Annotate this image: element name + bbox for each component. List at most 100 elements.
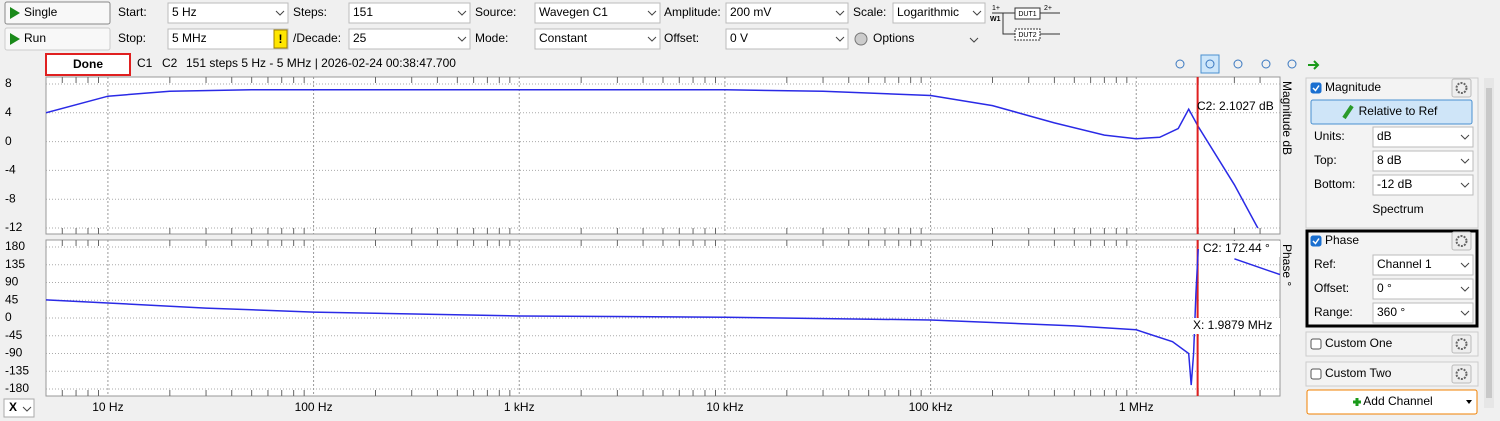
x-selector[interactable] <box>3 398 35 418</box>
toolbar-icon[interactable] <box>1200 54 1220 74</box>
range-field-value: 360 ° <box>1377 305 1405 319</box>
gear-button[interactable] <box>1451 364 1472 384</box>
source-label: Source: <box>475 5 516 19</box>
offset-field-value: 0 ° <box>1377 281 1392 295</box>
custom_one-label: Custom One <box>1325 336 1393 350</box>
warning-icon <box>273 29 288 49</box>
top-field-value: 8 dB <box>1377 153 1402 167</box>
diagram-text: DUT2 <box>1018 32 1036 39</box>
cursor-readout: X: 1.9879 MHz <box>1193 318 1272 332</box>
readout-bg <box>1190 318 1280 334</box>
plot-area <box>45 239 1281 397</box>
diagram-box <box>1014 7 1041 20</box>
y-axis-label: Phase ° <box>1280 244 1294 286</box>
y-tick-label: -180 <box>5 381 29 395</box>
x-tick-label: 100 Hz <box>295 400 333 414</box>
add-channel-button[interactable] <box>1306 389 1478 415</box>
start-field-value: 5 Hz <box>172 5 197 19</box>
y-tick-label: -45 <box>5 328 23 342</box>
gear-button[interactable] <box>1451 334 1472 354</box>
range-field[interactable] <box>1372 302 1474 324</box>
relative-button-label: Relative to Ref <box>1359 104 1438 118</box>
cursor-readout: C2: 2.1027 dB <box>1197 99 1274 113</box>
steps-field[interactable] <box>348 2 471 24</box>
run-label: Run <box>24 31 46 45</box>
ref-field[interactable] <box>1372 254 1474 276</box>
start-field[interactable] <box>167 2 289 24</box>
options-icon <box>854 32 868 46</box>
checkbox[interactable] <box>1310 368 1322 380</box>
gear-icon <box>1455 338 1468 350</box>
phase-title: Phase <box>1325 233 1359 247</box>
y-tick-label: 4 <box>5 105 12 119</box>
x-tick-label: 1 kHz <box>504 400 535 414</box>
channel-group <box>1305 331 1479 357</box>
dropdown-arrow <box>835 36 845 42</box>
play-icon <box>10 7 20 19</box>
steps-field-value: 151 <box>353 5 373 19</box>
stop-field[interactable] <box>167 28 289 50</box>
status-info: 151 steps 5 Hz - 5 MHz | 2026-02-24 00:3… <box>186 56 456 70</box>
single-button[interactable] <box>4 1 111 25</box>
dropdown-arrow <box>969 37 979 43</box>
offset-field[interactable] <box>1372 278 1474 300</box>
gear-button[interactable] <box>1451 78 1472 98</box>
start-label: Start: <box>118 5 147 19</box>
y-tick-label: -12 <box>5 220 23 234</box>
units-field-value: dB <box>1377 129 1392 143</box>
diagram-text: 1+ <box>992 5 1000 12</box>
plot-area <box>45 76 1281 235</box>
diagram-text: DUT1 <box>1018 11 1036 18</box>
channel-label: C2 <box>162 56 178 70</box>
amplitude-field[interactable] <box>725 2 849 24</box>
top-label: Top: <box>1314 153 1337 167</box>
status-state: Done <box>73 57 103 71</box>
dropdown-arrow <box>647 36 657 42</box>
icon-glyph <box>1233 59 1243 69</box>
per_decade-field[interactable] <box>348 28 471 50</box>
readout-bg <box>1200 241 1280 257</box>
scroll-thumb[interactable] <box>1486 88 1492 398</box>
dropdown-arrow <box>1460 134 1470 140</box>
icon-glyph <box>1175 59 1185 69</box>
checkbox[interactable] <box>1310 338 1322 350</box>
top-field[interactable] <box>1372 150 1474 172</box>
run-button[interactable] <box>4 27 111 51</box>
stop-label: Stop: <box>118 31 146 45</box>
trace <box>46 89 1259 229</box>
status-box <box>45 53 131 76</box>
range-label: Range: <box>1314 305 1353 319</box>
dropdown-arrow <box>1460 286 1470 292</box>
diagram-text: W1 <box>990 16 1001 23</box>
offset-field[interactable] <box>725 28 849 50</box>
check-mark <box>1312 85 1320 92</box>
gear-button[interactable] <box>1451 231 1472 251</box>
gear-icon <box>1455 235 1468 247</box>
channel-label: C1 <box>137 56 153 70</box>
units-field[interactable] <box>1372 126 1474 148</box>
plus-icon <box>1353 398 1361 406</box>
y-tick-label: -8 <box>5 191 16 205</box>
dropdown-arrow <box>457 36 467 42</box>
ref-label: Ref: <box>1314 257 1336 271</box>
bottom-field[interactable] <box>1372 174 1474 196</box>
y-axis-label: Magnitude dB <box>1280 81 1294 155</box>
stop-field-value: 5 MHz <box>172 31 207 45</box>
checkbox[interactable] <box>1310 235 1322 247</box>
x-selector-label: X <box>9 400 17 414</box>
mode-field[interactable] <box>534 28 661 50</box>
y-tick-label: -4 <box>5 163 16 177</box>
bottom-label: Bottom: <box>1314 177 1355 191</box>
source-field[interactable] <box>534 2 661 24</box>
spectrum-selector: Spectrum <box>1372 202 1423 216</box>
y-tick-label: 135 <box>5 257 25 271</box>
steps-label: Steps: <box>293 5 327 19</box>
scale-field[interactable] <box>892 2 986 24</box>
bottom-field-value: -12 dB <box>1377 177 1412 191</box>
units-label: Units: <box>1314 129 1345 143</box>
checkbox[interactable] <box>1310 82 1322 94</box>
dropdown-arrow <box>835 10 845 16</box>
source-field-value: Wavegen C1 <box>539 5 608 19</box>
icon-glyph <box>1261 59 1271 69</box>
